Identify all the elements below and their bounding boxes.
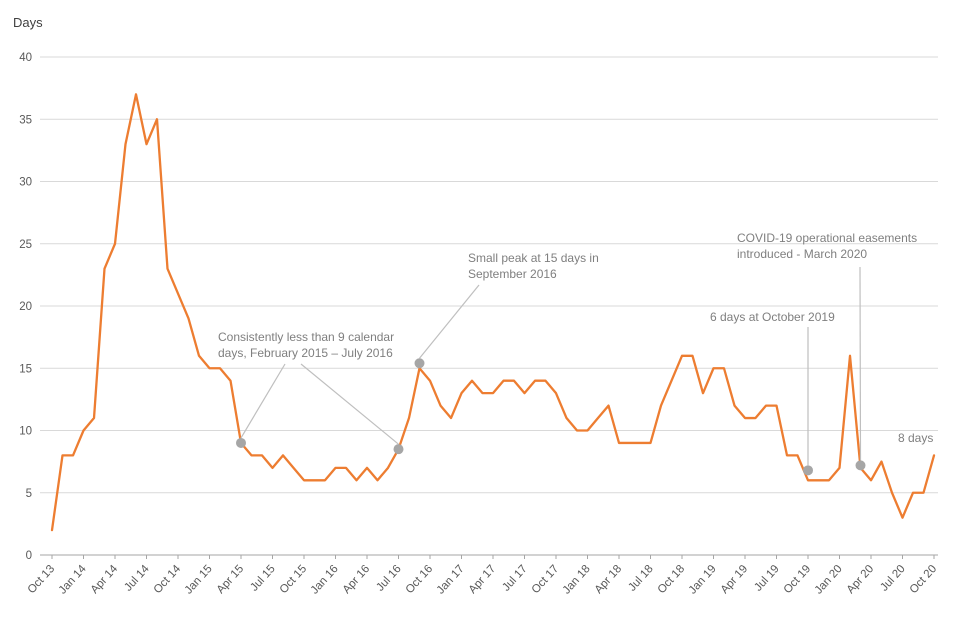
- y-tick-label: 5: [26, 488, 32, 500]
- x-tick-label: Jul 16: [374, 563, 403, 594]
- x-tick-label: Jan 18: [561, 563, 593, 597]
- annotation-text: September 2016: [468, 267, 557, 281]
- y-tick-label: 0: [26, 550, 32, 562]
- annotation-dot: [236, 437, 246, 448]
- x-tick-label: Oct 14: [152, 563, 184, 597]
- y-tick-label: 35: [19, 114, 32, 126]
- annotation-text: 8 days: [898, 431, 933, 445]
- x-tick-label: Apr 20: [845, 563, 877, 596]
- x-tick-label: Oct 19: [782, 563, 814, 596]
- x-tick-label: Oct 15: [278, 563, 310, 596]
- x-tick-label: Apr 18: [593, 563, 625, 596]
- annotation-text: days, February 2015 – July 2016: [218, 346, 393, 360]
- x-tick-label: Jan 16: [309, 563, 341, 597]
- x-tick-label: Jul 17: [500, 563, 529, 594]
- x-tick-label: Jul 20: [878, 563, 907, 594]
- annotation-dot: [414, 358, 425, 369]
- annotation-text: COVID-19 operational easements: [737, 231, 917, 245]
- x-tick-label: Apr 16: [341, 563, 373, 596]
- x-tick-label: Jan 20: [813, 563, 845, 597]
- x-tick-label: Jan 17: [435, 563, 467, 597]
- y-tick-label: 10: [19, 426, 32, 438]
- x-tick-label: Jul 14: [122, 563, 152, 594]
- x-tick-label: Jan 15: [183, 563, 215, 597]
- annotation-leader-line: [419, 284, 480, 359]
- annotation-leader-line: [859, 266, 862, 461]
- x-tick-label: Oct 16: [404, 563, 436, 596]
- x-tick-label: Oct 18: [656, 563, 688, 596]
- y-tick-label: 15: [19, 363, 32, 375]
- y-tick-label: 40: [19, 52, 32, 64]
- x-tick-label: Oct 17: [530, 563, 562, 596]
- annotation-dot: [803, 465, 813, 476]
- x-tick-label: Apr 14: [89, 563, 121, 597]
- x-tick-label: Oct 20: [908, 563, 940, 596]
- annotation-leader-line: [240, 363, 286, 439]
- data-series-line: [50, 93, 936, 532]
- x-tick-label: Jan 19: [687, 563, 719, 597]
- annotation-dot: [393, 444, 404, 455]
- x-tick-label: Jul 18: [626, 563, 655, 594]
- x-tick-label: Jan 14: [57, 563, 89, 597]
- y-tick-label: 20: [19, 301, 32, 313]
- x-tick-label: Apr 15: [215, 563, 247, 596]
- annotation-text: Small peak at 15 days in: [468, 251, 599, 265]
- annotation-text: introduced - March 2020: [737, 247, 867, 261]
- x-tick-label: Apr 19: [719, 563, 751, 596]
- x-tick-label: Jul 15: [248, 563, 277, 594]
- y-tick-label: 25: [19, 239, 32, 251]
- annotation-text: Consistently less than 9 calendar: [218, 330, 394, 344]
- annotation-leader-line: [300, 363, 399, 445]
- x-tick-label: Oct 13: [26, 563, 58, 596]
- y-tick-label: 30: [19, 177, 32, 189]
- annotation-dot: [855, 460, 866, 471]
- x-tick-label: Jul 19: [752, 563, 781, 594]
- y-axis-title: Days: [13, 15, 43, 30]
- annotation-text: 6 days at October 2019: [710, 310, 835, 324]
- x-tick-label: Apr 17: [467, 563, 499, 596]
